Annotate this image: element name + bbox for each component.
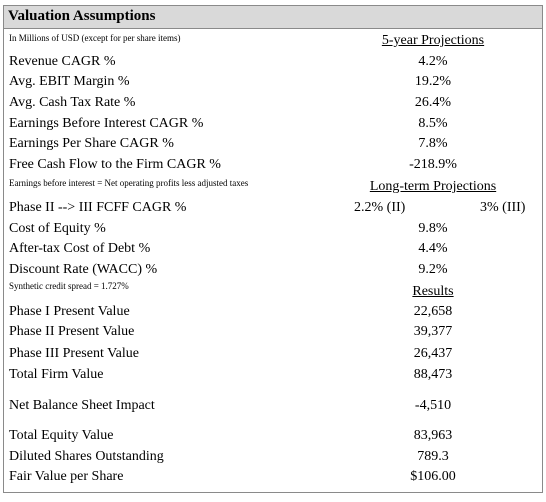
row-label: Earnings Before Interest CAGR % xyxy=(9,116,204,131)
row-value: 83,963 xyxy=(413,428,453,443)
section-header: Results xyxy=(412,284,454,299)
row-value: -4,510 xyxy=(414,398,452,413)
row-label: Phase II --> III FCFF CAGR % xyxy=(9,200,187,215)
note: Synthetic credit spread = 1.727% xyxy=(9,281,129,291)
row-label: Discount Rate (WACC) % xyxy=(9,262,158,277)
row-label: Net Balance Sheet Impact xyxy=(9,398,155,413)
row-label: Phase I Present Value xyxy=(9,304,130,319)
row-value: 2.2% (II) xyxy=(354,200,406,215)
row-label: Fair Value per Share xyxy=(9,469,124,484)
title-bar: Valuation Assumptions xyxy=(4,6,542,29)
row-value: 39,377 xyxy=(413,324,453,339)
row-value: 19.2% xyxy=(414,74,452,89)
row-value: 26.4% xyxy=(414,95,452,110)
row-value: 9.8% xyxy=(418,221,448,236)
row-value: 8.5% xyxy=(418,116,448,131)
row-value: 22,658 xyxy=(413,304,453,319)
row-value: 7.8% xyxy=(418,136,448,151)
row-value: 4.4% xyxy=(418,241,448,256)
row-label: After-tax Cost of Debt % xyxy=(9,241,151,256)
row-label: Cost of Equity % xyxy=(9,221,106,236)
row-value: 9.2% xyxy=(418,262,448,277)
row-label: Avg. Cash Tax Rate % xyxy=(9,95,136,110)
row-value: 3% (III) xyxy=(480,200,526,215)
row-label: Free Cash Flow to the Firm CAGR % xyxy=(9,157,221,172)
row-value: $106.00 xyxy=(410,469,456,484)
row-value: 26,437 xyxy=(413,346,453,361)
row-label: Phase III Present Value xyxy=(9,346,139,361)
subtitle: In Millions of USD (except for per share… xyxy=(9,33,181,43)
section-header: 5-year Projections xyxy=(381,33,485,48)
title: Valuation Assumptions xyxy=(8,8,156,24)
row-label: Phase II Present Value xyxy=(9,324,135,339)
row-value: 4.2% xyxy=(418,54,448,69)
row-value: 789.3 xyxy=(417,449,449,464)
row-label: Avg. EBIT Margin % xyxy=(9,74,130,89)
row-label: Diluted Shares Outstanding xyxy=(9,449,164,464)
row-label: Earnings Per Share CAGR % xyxy=(9,136,174,151)
row-value: 88,473 xyxy=(413,367,453,382)
row-label: Revenue CAGR % xyxy=(9,54,116,69)
row-value: -218.9% xyxy=(409,157,457,172)
note: Earnings before interest = Net operating… xyxy=(9,178,249,188)
table-frame: Valuation Assumptions In Millions of USD… xyxy=(3,5,543,493)
row-label: Total Firm Value xyxy=(9,367,104,382)
row-label: Total Equity Value xyxy=(9,428,114,443)
section-header: Long-term Projections xyxy=(369,179,497,194)
